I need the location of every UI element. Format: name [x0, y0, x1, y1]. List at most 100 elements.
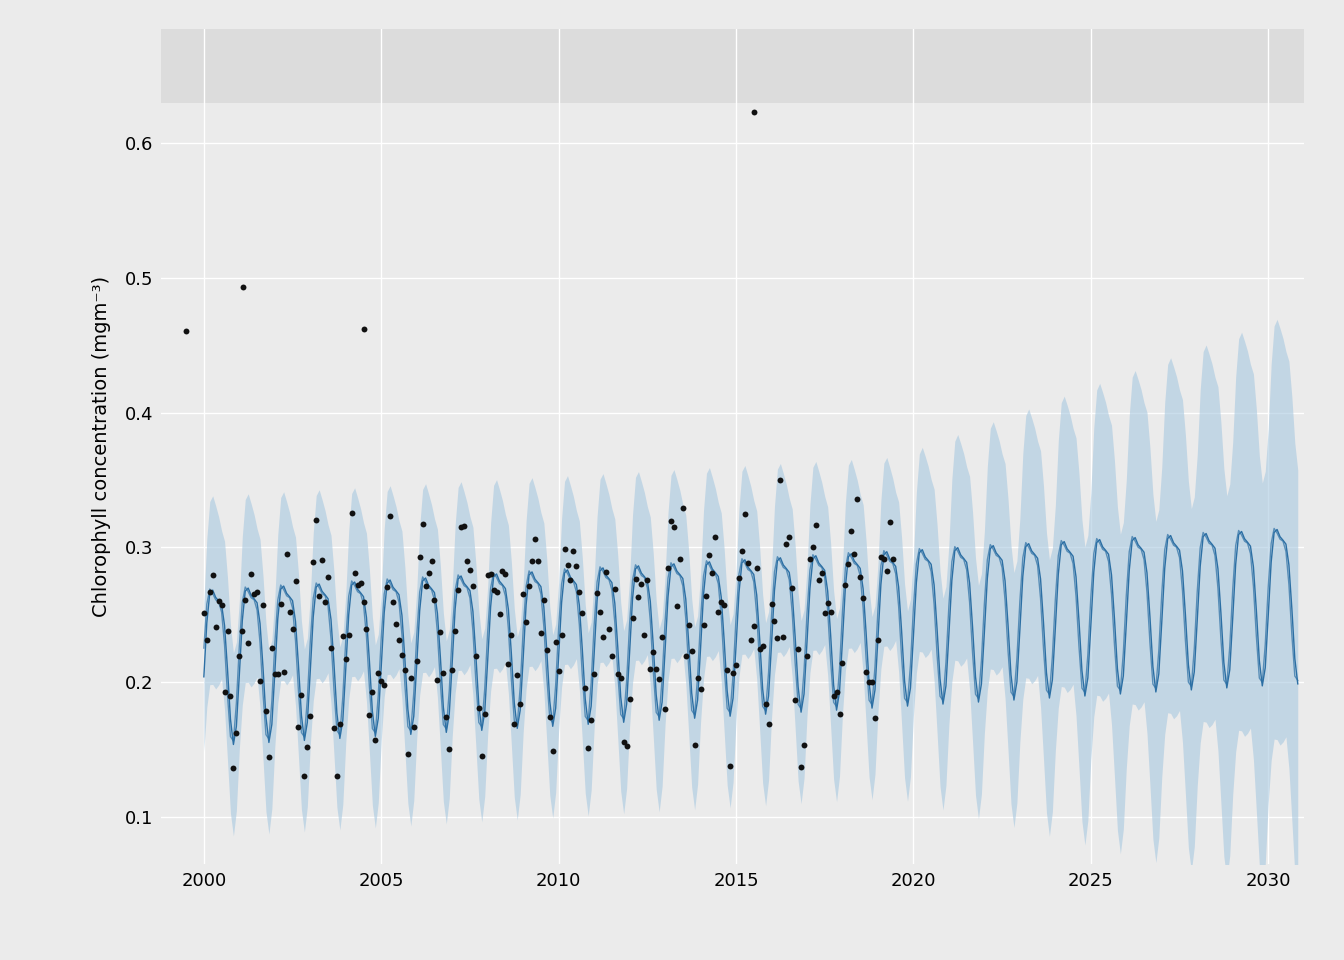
Point: [655, 702, 676, 717]
Point: [829, 706, 851, 721]
Point: [882, 551, 903, 566]
Point: [583, 666, 605, 682]
Point: [426, 673, 448, 688]
Point: [645, 660, 667, 676]
Point: [474, 707, 496, 722]
Point: [796, 648, 817, 663]
Point: [199, 585, 220, 600]
Point: [578, 740, 599, 756]
Point: [234, 592, 255, 608]
Point: [640, 661, 661, 677]
Point: [652, 630, 673, 645]
Point: [337, 627, 359, 642]
Point: [320, 640, 341, 656]
Point: [817, 595, 839, 611]
Point: [462, 578, 484, 593]
Point: [544, 635, 566, 650]
Point: [814, 606, 836, 621]
Point: [216, 623, 238, 638]
Point: [618, 692, 640, 708]
Point: [302, 554, 324, 569]
Point: [610, 670, 632, 685]
Point: [622, 611, 644, 626]
Point: [672, 501, 694, 516]
Point: [704, 529, 726, 544]
Point: [492, 563, 513, 578]
Point: [453, 517, 474, 533]
Point: [376, 579, 398, 594]
Point: [554, 541, 575, 557]
Point: [855, 664, 876, 680]
Point: [595, 564, 617, 580]
Point: [477, 567, 499, 583]
Point: [246, 585, 267, 600]
Point: [312, 552, 333, 567]
Point: [308, 588, 329, 604]
Point: [500, 627, 521, 642]
Point: [214, 684, 235, 699]
Point: [663, 519, 684, 535]
Point: [832, 655, 853, 670]
Point: [524, 532, 546, 547]
Point: [352, 322, 374, 337]
Point: [566, 559, 587, 574]
Point: [702, 564, 723, 580]
Point: [445, 623, 466, 638]
Point: [433, 665, 454, 681]
Point: [837, 557, 859, 572]
Point: [263, 667, 285, 683]
Point: [253, 597, 274, 612]
Point: [238, 636, 259, 651]
Point: [696, 588, 718, 603]
Point: [692, 617, 714, 633]
Point: [194, 606, 215, 621]
Point: [386, 616, 407, 632]
Point: [305, 513, 327, 528]
Point: [870, 550, 891, 565]
Point: [603, 582, 625, 597]
Point: [300, 708, 321, 724]
Point: [329, 716, 351, 732]
Point: [793, 737, 814, 753]
Point: [802, 540, 824, 555]
Point: [675, 648, 696, 663]
Point: [719, 758, 741, 774]
Point: [527, 554, 548, 569]
Point: [196, 633, 218, 648]
Point: [536, 642, 558, 658]
Point: [391, 647, 413, 662]
Point: [485, 584, 507, 599]
Point: [849, 569, 871, 585]
Point: [716, 662, 738, 678]
Point: [504, 717, 526, 732]
Point: [737, 555, 758, 570]
Point: [243, 587, 265, 602]
Point: [465, 648, 487, 663]
Point: [362, 684, 383, 700]
Point: [441, 662, 462, 678]
Point: [581, 712, 602, 728]
Point: [347, 578, 368, 593]
Point: [687, 670, 708, 685]
Point: [241, 566, 262, 582]
Point: [344, 565, 366, 581]
Point: [770, 472, 792, 488]
Point: [382, 594, 403, 610]
Point: [371, 673, 392, 688]
Point: [642, 644, 664, 660]
Point: [349, 576, 371, 591]
Point: [559, 572, 581, 588]
Point: [470, 748, 492, 763]
Point: [874, 552, 895, 567]
Point: [411, 516, 433, 532]
Point: [852, 589, 874, 605]
Bar: [161, 29, 1304, 103]
Point: [569, 584, 590, 599]
Point: [367, 665, 388, 681]
Point: [356, 621, 378, 636]
Point: [341, 505, 363, 520]
Point: [482, 582, 504, 597]
Point: [423, 592, 445, 608]
Point: [267, 666, 289, 682]
Point: [864, 710, 886, 726]
